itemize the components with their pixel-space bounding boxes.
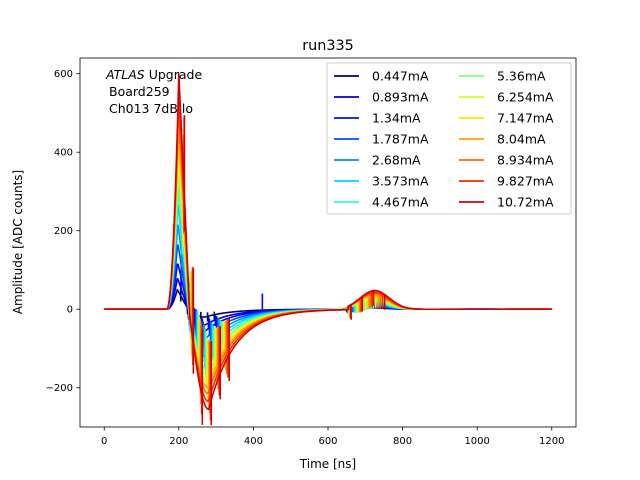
legend-item: 5.36mA [459,69,546,84]
legend-item: 9.827mA [459,174,554,189]
y-axis-label: Amplitude [ADC counts] [11,170,25,314]
legend-label: 4.467mA [372,195,429,210]
legend-label: 2.68mA [372,153,421,168]
x-tick-label: 200 [169,436,188,447]
legend-item: 7.147mA [459,111,554,126]
legend-item: 8.04mA [459,132,546,147]
x-tick-label: 0 [101,436,107,447]
y-tick-label: 400 [54,148,73,159]
legend-item: 3.573mA [334,174,429,189]
legend-item: 1.787mA [334,132,429,147]
legend-item: 2.68mA [334,153,421,168]
legend-label: 0.447mA [372,69,429,84]
legend-item: 8.934mA [459,153,554,168]
annotation-upgrade: Upgrade [145,67,203,82]
legend-label: 8.04mA [497,132,546,147]
legend-item: 4.467mA [334,195,429,210]
plot-annotation: ATLAS Upgrade Board259 Ch013 7dB lo [105,67,202,116]
legend-label: 5.36mA [497,69,546,84]
legend-label: 6.254mA [497,90,554,105]
legend: 0.447mA 0.893mA 1.34mA 1.787mA 2.68mA 3.573mA… [326,62,572,215]
x-tick-label: 400 [244,436,263,447]
annotation-line-3: Ch013 7dB lo [109,101,193,116]
legend-label: 10.72mA [497,195,554,210]
x-axis-label: Time [ns] [299,457,356,471]
annotation-atlas: ATLAS [105,67,145,82]
legend-item: 0.893mA [334,90,429,105]
y-tick-label: 600 [54,69,73,80]
x-tick-label: 1000 [464,436,489,447]
x-tick-label: 800 [393,436,412,447]
legend-item: 1.34mA [334,111,421,126]
legend-item: 10.72mA [459,195,554,210]
y-tick-label: −200 [46,383,73,394]
legend-label: 8.934mA [497,153,554,168]
y-tick-label: 0 [67,305,73,316]
y-tick-label: 200 [54,226,73,237]
legend-frame [326,62,572,215]
legend-label: 7.147mA [497,111,554,126]
annotation-line-2: Board259 [109,84,170,99]
chart-title: run335 [302,38,354,54]
legend-label: 3.573mA [372,174,429,189]
legend-label: 9.827mA [497,174,554,189]
legend-label: 0.893mA [372,90,429,105]
series-layer [104,72,552,426]
legend-item: 0.447mA [334,69,429,84]
series-line [104,72,552,411]
legend-item: 6.254mA [459,90,554,105]
x-tick-label: 1200 [539,436,564,447]
x-axis: 0 200 400 600 800 1000 1200 [101,427,564,447]
y-axis: −200 0 200 400 600 [46,69,80,394]
legend-label: 1.787mA [372,132,429,147]
legend-label: 1.34mA [372,111,421,126]
annotation-line-1: ATLAS Upgrade [105,67,202,82]
x-tick-label: 600 [318,436,337,447]
